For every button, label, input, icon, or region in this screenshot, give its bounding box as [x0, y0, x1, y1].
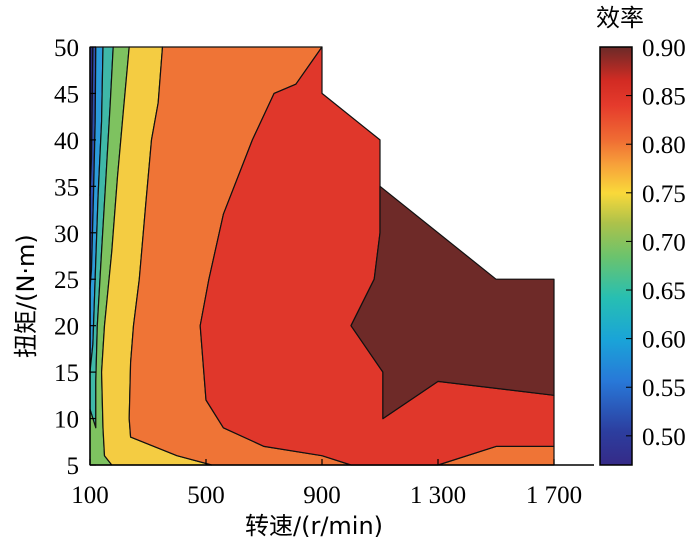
- colorbar-tick-label: 0.80: [642, 132, 686, 159]
- plot-area: [89, 46, 555, 466]
- x-tick-label: 1 700: [526, 482, 582, 509]
- colorbar-tick-label: 0.55: [642, 375, 686, 402]
- colorbar-tick-label: 0.75: [642, 181, 686, 208]
- y-tick-label: 40: [54, 128, 79, 155]
- x-tick-label: 500: [187, 482, 225, 509]
- y-tick-label: 5: [67, 453, 80, 480]
- x-axis-title: 转速/(r/min): [245, 512, 383, 540]
- axes: 100 500 900 1 300 1 700 5 10 15 20 25 30 35 40 45 50: [54, 35, 594, 509]
- contour-region-0.90: [350, 185, 555, 420]
- y-tick-label: 35: [54, 174, 79, 201]
- y-tick-label: 15: [54, 360, 79, 387]
- x-tick-label: 100: [71, 482, 109, 509]
- colorbar-tick-label: 0.60: [642, 327, 686, 354]
- x-tick-label: 900: [303, 482, 341, 509]
- y-tick-label: 30: [54, 221, 79, 248]
- y-tick-label: 50: [54, 35, 79, 62]
- colorbar-tick-label: 0.50: [642, 424, 686, 451]
- colorbar-title: 效率: [596, 4, 644, 32]
- colorbar-ticks: 0.50 0.55 0.60 0.65 0.70 0.75 0.80 0.85 0.90: [626, 35, 686, 451]
- colorbar-tick-label: 0.90: [642, 35, 686, 62]
- y-tick-label: 10: [54, 407, 79, 434]
- y-tick-label: 25: [54, 267, 79, 294]
- colorbar: [599, 46, 633, 466]
- x-tick-label: 1 300: [410, 482, 466, 509]
- colorbar-tick-label: 0.65: [642, 278, 686, 305]
- colorbar-tick-label: 0.85: [642, 84, 686, 111]
- colorbar-tick-label: 0.70: [642, 229, 686, 256]
- y-tick-label: 45: [54, 81, 79, 108]
- y-tick-label: 20: [54, 314, 79, 341]
- y-axis-title: 扭矩/(N·m): [12, 234, 40, 358]
